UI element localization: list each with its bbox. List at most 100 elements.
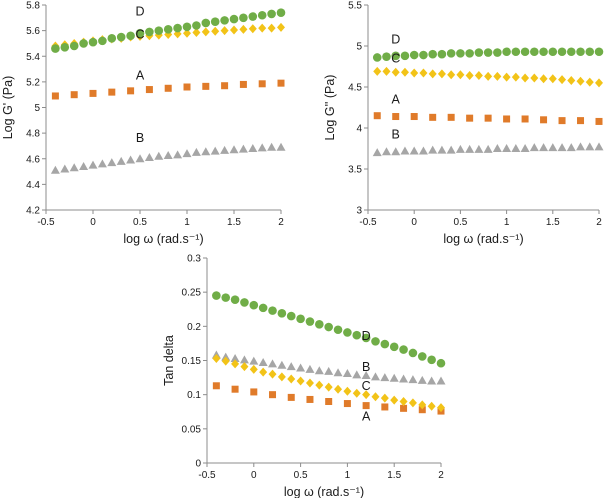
data-point-c [511, 72, 520, 82]
data-point-a [183, 83, 191, 91]
data-point-b [286, 362, 296, 371]
x-tick-label: 1.5 [546, 217, 560, 228]
y-tick-label: 4 [356, 124, 362, 135]
series-a [373, 112, 603, 125]
data-point-d [163, 25, 173, 34]
x-tick-label: 1.5 [387, 470, 401, 481]
data-point-b [277, 360, 287, 369]
data-point-b [191, 147, 201, 156]
y-tick-label: 3.5 [348, 165, 362, 176]
data-point-c [343, 386, 352, 396]
data-point-b [417, 375, 427, 384]
y-tick-label: 0.3 [187, 254, 201, 265]
data-point-d [352, 330, 362, 340]
y-tick-label: 5.6 [26, 26, 40, 37]
data-point-b [88, 160, 98, 169]
data-point-d [409, 50, 419, 60]
data-point-d [372, 53, 382, 62]
data-point-b [79, 161, 89, 170]
data-point-d [268, 306, 277, 315]
data-point-d [382, 52, 391, 61]
data-point-c [277, 372, 286, 382]
chart-panel-2: 3 3.5 4 4.5 5 5.5 -0.5 0 0.5 1 1.5 2 log ω (rad.s⁻¹)… [323, 1, 604, 246]
y-tick-label: 5 [34, 103, 40, 114]
y-tick-label: 0.25 [182, 288, 202, 299]
data-point-c [521, 73, 530, 83]
data-point-b [126, 155, 136, 164]
y-tick-label: 0.1 [187, 390, 201, 401]
data-point-a [51, 92, 59, 100]
data-point-b [557, 143, 567, 152]
data-point-b [585, 142, 595, 151]
data-point-a [373, 112, 381, 120]
data-point-b [446, 145, 456, 154]
data-point-b [305, 364, 315, 373]
data-point-b [239, 355, 249, 364]
data-point-b [69, 163, 79, 172]
data-point-c [437, 69, 446, 79]
data-point-c [390, 395, 399, 405]
x-tick-label: 2 [596, 217, 602, 228]
data-point-b [437, 145, 447, 154]
data-point-c [465, 71, 474, 81]
x-tick-label: 1 [345, 470, 351, 481]
data-point-b [296, 363, 306, 372]
data-point-c [258, 23, 267, 33]
data-point-d [474, 48, 484, 57]
series-annotation: B [392, 128, 400, 142]
data-point-d [427, 355, 436, 365]
x-tick-label: -0.5 [359, 217, 377, 228]
series-c [373, 66, 603, 88]
data-point-c [400, 67, 409, 77]
data-point-b [107, 158, 117, 167]
data-point-a [239, 80, 247, 88]
y-tick-label: 4.6 [26, 154, 40, 165]
data-point-b [182, 149, 192, 158]
data-point-b [314, 366, 324, 375]
x-tick-label: 1.5 [227, 217, 241, 228]
data-point-d [182, 22, 192, 32]
series-annotation: A [362, 410, 371, 424]
data-point-c [585, 77, 594, 87]
data-point-b [267, 142, 277, 151]
data-point-a [577, 117, 585, 125]
data-point-b [135, 154, 145, 163]
data-point-c [287, 374, 296, 384]
data-point-d [576, 47, 585, 57]
data-point-a [70, 91, 78, 99]
data-point-c [576, 76, 585, 86]
x-tick-label: 2 [278, 217, 284, 228]
x-tick-label: 0.5 [294, 470, 308, 481]
data-point-c [410, 68, 419, 78]
data-point-d [296, 314, 305, 324]
data-point-b [389, 373, 399, 382]
data-point-a [447, 113, 455, 121]
data-point-a [558, 117, 566, 125]
data-point-d [267, 9, 276, 19]
data-point-b [50, 165, 60, 174]
data-point-b [370, 372, 380, 381]
data-point-a [250, 388, 258, 396]
data-point-c [240, 362, 249, 372]
y-tick-label: 0.2 [187, 322, 201, 333]
data-point-d [286, 311, 296, 321]
data-point-d [391, 51, 401, 61]
data-point-b [474, 144, 484, 153]
data-point-b [511, 144, 521, 152]
series-c [212, 353, 445, 413]
data-point-b [60, 164, 70, 173]
data-point-d [220, 16, 229, 25]
data-point-c [277, 22, 285, 32]
data-point-c [268, 369, 277, 379]
data-point-a [466, 114, 474, 122]
x-tick-label: 0.5 [133, 217, 147, 228]
data-point-c [558, 75, 567, 85]
data-point-d [212, 291, 221, 300]
data-point-b [594, 142, 604, 151]
data-point-d [419, 50, 428, 60]
data-point-d [333, 325, 343, 335]
data-point-c [380, 393, 389, 403]
data-point-d [173, 23, 182, 33]
data-point-b [492, 144, 502, 152]
